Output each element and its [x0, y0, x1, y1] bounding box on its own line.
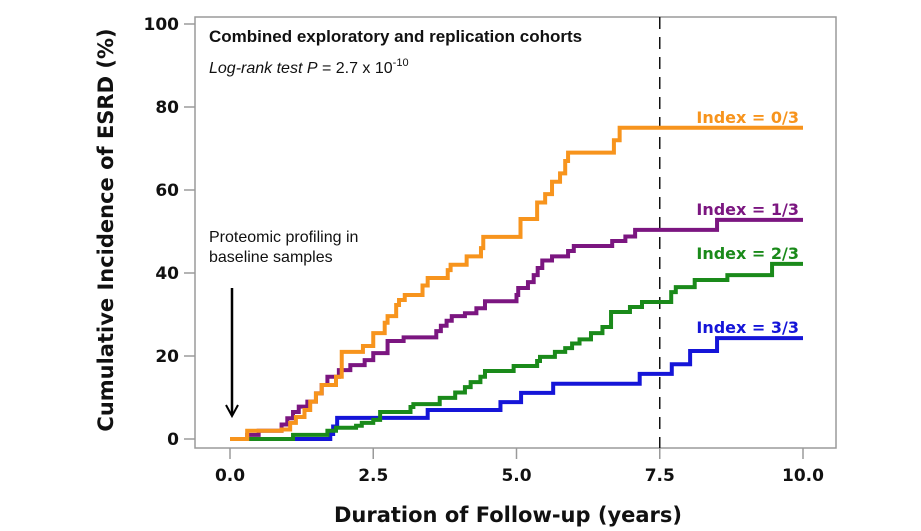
x-tick-label: 2.5	[358, 466, 388, 486]
y-tick-label: 80	[155, 98, 179, 118]
series-line-index-03	[230, 125, 803, 441]
x-axis: 0.0 2.5 5.0 7.5 10.0	[215, 448, 824, 486]
x-tick-label: 0.0	[215, 466, 245, 486]
subtitle-exponent: -10	[393, 57, 409, 69]
x-tick-label: 7.5	[645, 466, 675, 486]
annotation-arrow-icon	[225, 288, 239, 419]
x-tick-label: 5.0	[501, 466, 531, 486]
subtitle-value-part: = 2.7 x 10	[318, 60, 393, 77]
series-line-index-23	[230, 261, 803, 441]
chart-subtitle: Log-rank test P = 2.7 x 10-10	[209, 57, 409, 77]
x-axis-title: Duration of Follow-up (years)	[334, 503, 682, 527]
series-label-index-13: Index = 1/3	[696, 200, 799, 219]
series-line-index-13	[230, 217, 803, 441]
series-label-index-23: Index = 2/3	[696, 244, 799, 263]
series-label-index-03: Index = 0/3	[696, 108, 799, 127]
series-line-index-33	[230, 336, 803, 441]
subtitle-italic-part: Log-rank test P	[209, 60, 318, 77]
y-axis: 0 20 40 60 80 100	[144, 15, 195, 450]
annotation-line-2: baseline samples	[209, 249, 333, 266]
y-tick-label: 100	[144, 15, 180, 35]
chart-title: Combined exploratory and replication coh…	[209, 27, 582, 46]
series-label-index-33: Index = 3/3	[696, 318, 799, 337]
y-tick-label: 20	[155, 347, 179, 367]
y-tick-label: 60	[155, 181, 179, 201]
y-tick-label: 0	[167, 430, 179, 450]
plot-frame	[194, 16, 837, 449]
y-axis-title: Cumulative Incidence of ESRD (%)	[94, 28, 118, 431]
annotation-line-1: Proteomic profiling in	[209, 229, 358, 246]
y-tick-label: 40	[155, 264, 179, 284]
series-layer: Index = 0/3 Index = 1/3 Index = 2/3 Index =…	[230, 108, 803, 441]
x-tick-label: 10.0	[782, 466, 824, 486]
